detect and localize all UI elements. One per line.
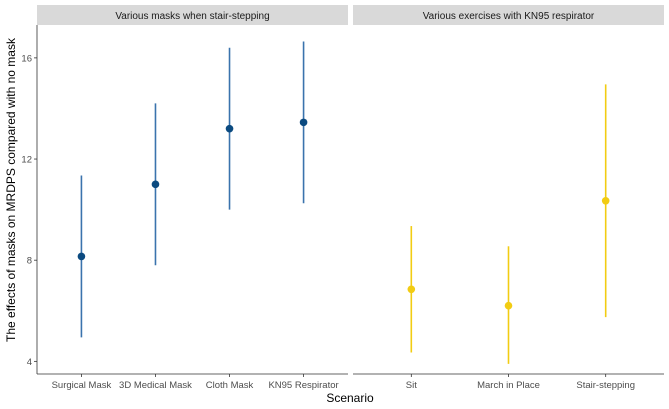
- panel-masks: Various masks when stair-stepping Surgic…: [36, 5, 348, 391]
- x-tick-label: Stair-stepping: [576, 380, 635, 391]
- strip-background: [353, 5, 664, 25]
- data-point: [601, 196, 610, 205]
- x-tick-label: KN95 Respirator: [268, 380, 338, 391]
- y-tick-label: 8: [27, 256, 32, 267]
- marks-exercises: Sit March in Place Stair-stepping: [406, 84, 635, 391]
- strip-title: Various masks when stair-stepping: [115, 11, 269, 22]
- data-point: [504, 301, 513, 310]
- x-tick-label: 3D Medical Mask: [119, 380, 192, 391]
- x-axis-title: Scenario: [326, 391, 374, 405]
- y-axis-title: The effects of masks on MRDPS compared w…: [4, 37, 18, 342]
- data-point: [299, 118, 308, 127]
- strip-background: [37, 5, 348, 25]
- x-tick-label: Cloth Mask: [206, 380, 254, 391]
- data-point: [407, 285, 416, 294]
- data-point: [225, 124, 234, 133]
- y-tick-label: 12: [21, 155, 32, 166]
- x-tick-label: Sit: [406, 380, 417, 391]
- data-point: [151, 180, 160, 189]
- panel-exercises: Various exercises with KN95 respirator S…: [353, 5, 664, 391]
- marks-masks: Surgical Mask 3D Medical Mask Cloth Mask KN…: [52, 41, 339, 391]
- y-tick-label: 16: [21, 53, 32, 64]
- y-tick-label: 4: [27, 357, 32, 368]
- x-tick-label: March in Place: [477, 380, 540, 391]
- data-point: [77, 252, 86, 261]
- x-tick-label: Surgical Mask: [52, 380, 112, 391]
- strip-title: Various exercises with KN95 respirator: [423, 11, 595, 22]
- y-axis-ticks: 4 8 12 16: [21, 53, 37, 368]
